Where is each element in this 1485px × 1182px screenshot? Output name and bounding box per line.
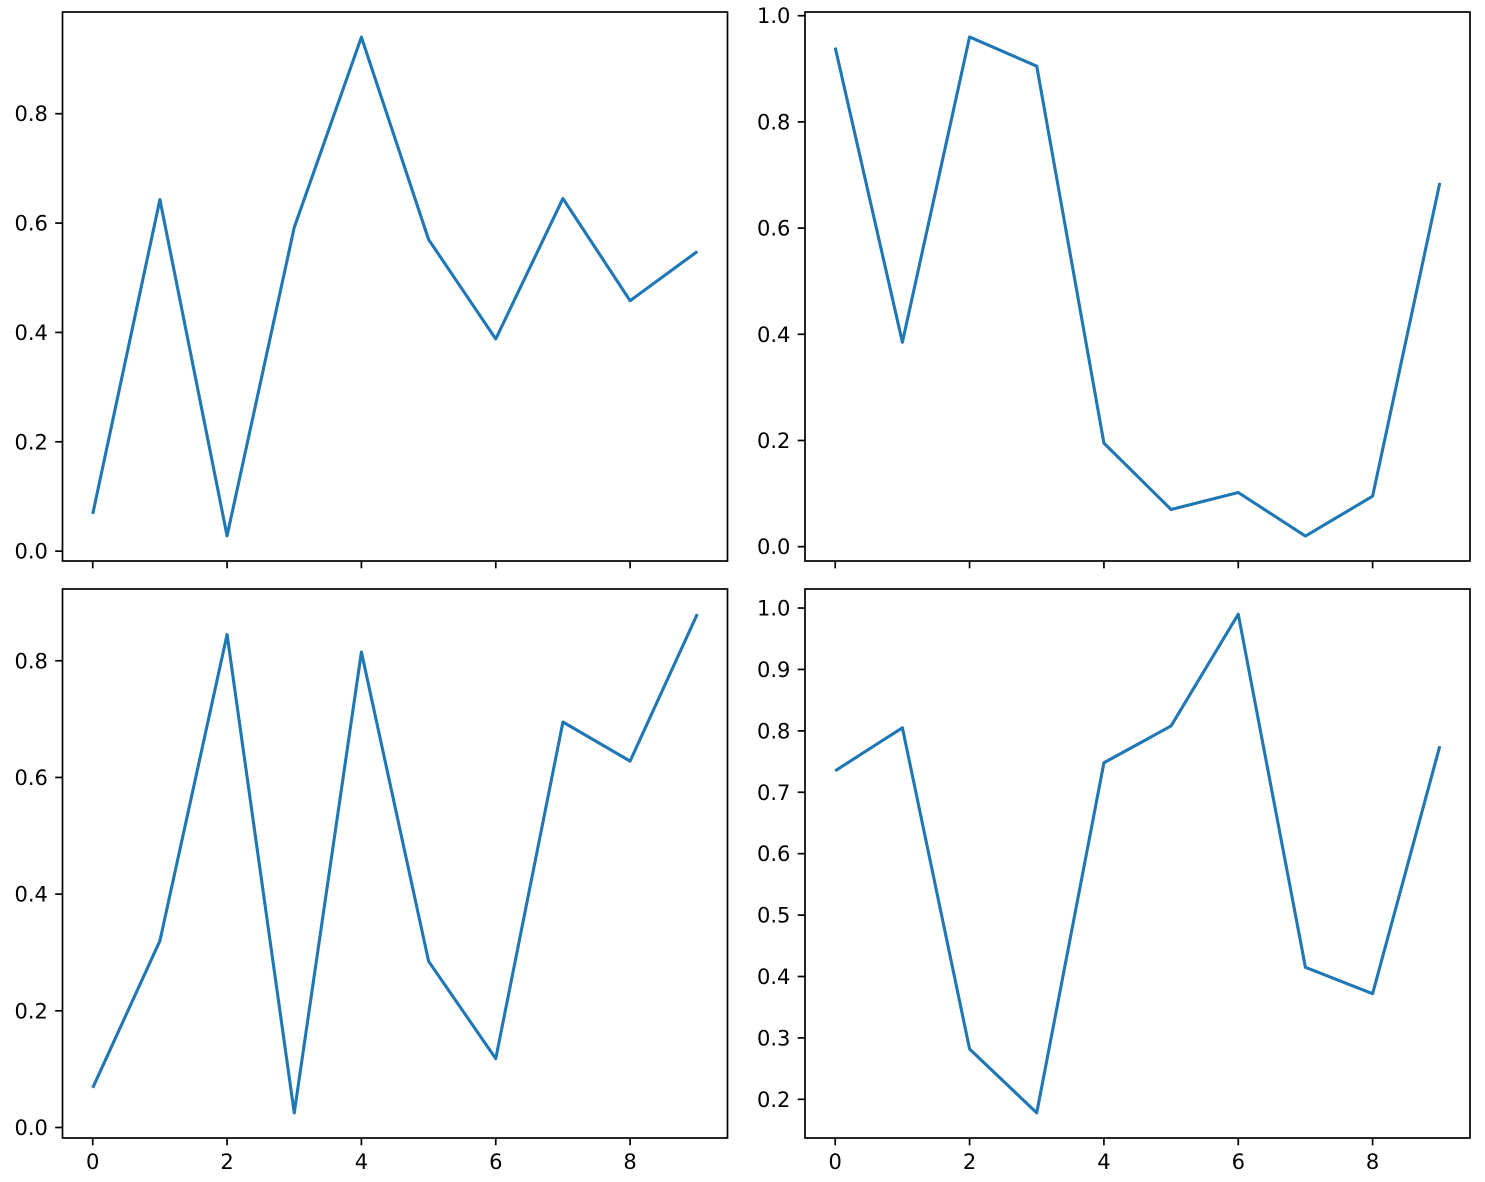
subplot-bottom-left: 0 2 4 6 8 0.0 0.2 0.4 0.6 0.8: [14, 588, 729, 1174]
y-tick-label: 0.7: [757, 781, 790, 805]
axes-background: [805, 12, 1470, 561]
y-tick-label: 0.6: [757, 217, 790, 241]
y-tick-label: 0.6: [14, 212, 47, 236]
y-tick-label: 1.0: [757, 597, 790, 621]
x-tick-label: 4: [355, 1150, 368, 1174]
y-tick-label: 0.2: [757, 429, 790, 453]
data-line-series: [833, 35, 1442, 538]
y-tick-label: 0.6: [14, 766, 47, 790]
y-tick-label: 0.4: [14, 883, 47, 907]
y-tick-label: 0.8: [14, 102, 47, 126]
y-tick-label: 1.0: [757, 4, 790, 28]
y-tick-label: 0.6: [757, 842, 790, 866]
axes-background: [62, 589, 728, 1138]
y-tick-label: 0.0: [757, 535, 790, 559]
y-tick-label: 0.4: [757, 323, 790, 347]
x-tick-label: 0: [829, 1150, 842, 1174]
y-tick-label: 0.0: [14, 1116, 47, 1140]
y-tick-label: 0.9: [757, 658, 790, 682]
y-tick-label: 0.4: [757, 965, 790, 989]
x-tick-label: 6: [1232, 1150, 1245, 1174]
y-tick-label: 0.2: [757, 1088, 790, 1112]
data-line-series: [91, 35, 699, 538]
subplot-top-right: 0.0 0.2 0.4 0.6 0.8 1.0: [757, 4, 1471, 569]
y-tick-label: 0.8: [757, 719, 790, 743]
x-tick-label: 8: [623, 1150, 636, 1174]
axes-background: [62, 12, 728, 561]
x-tick-label: 6: [489, 1150, 502, 1174]
x-tick-label: 2: [963, 1150, 976, 1174]
x-tick-label: 8: [1366, 1150, 1379, 1174]
y-tick-label: 0.4: [14, 321, 47, 345]
y-tick-label: 0.2: [14, 430, 47, 454]
y-tick-label: 0.0: [14, 540, 47, 564]
y-tick-label: 0.8: [14, 649, 47, 673]
y-tick-label: 0.2: [14, 999, 47, 1023]
x-tick-label: 0: [86, 1150, 99, 1174]
axes-spines: [804, 588, 1471, 1139]
subplot-top-left: 0.0 0.2 0.4 0.6 0.8: [14, 11, 729, 569]
subplot-bottom-right: 0 2 4 6 8 0.2 0.3 0.4 0.5 0.6 0.7 0.8 0.9 1.0: [757, 588, 1471, 1174]
y-tick-label: 0.3: [757, 1026, 790, 1050]
data-line-series: [91, 613, 699, 1115]
y-tick-label: 0.5: [757, 904, 790, 928]
x-tick-label: 4: [1097, 1150, 1110, 1174]
axes-spines: [804, 11, 1471, 562]
x-tick-label: 2: [220, 1150, 233, 1174]
data-line-series: [834, 612, 1442, 1115]
axes-spines: [61, 588, 729, 1139]
axes-spines: [61, 11, 729, 562]
axes-background: [805, 589, 1470, 1138]
y-tick-label: 0.8: [757, 110, 790, 134]
